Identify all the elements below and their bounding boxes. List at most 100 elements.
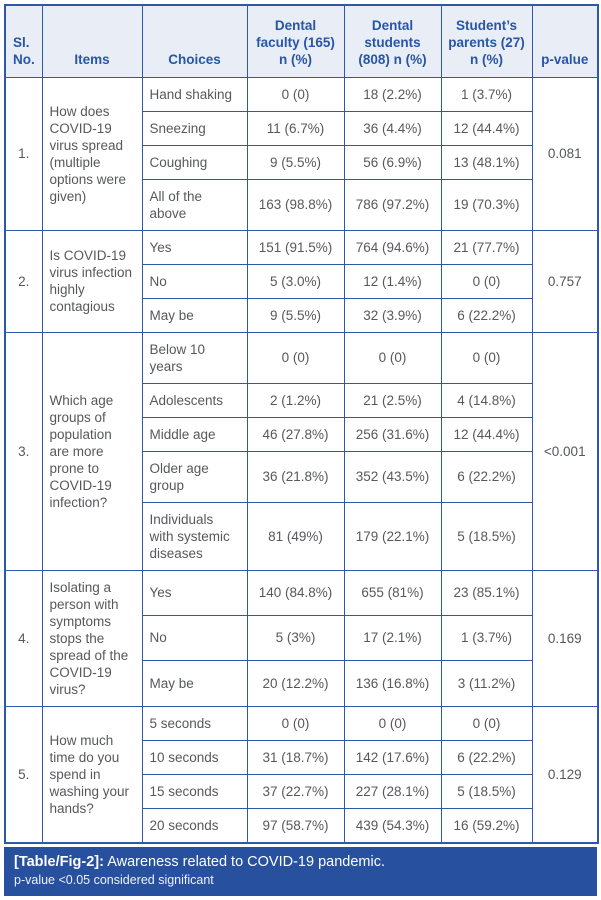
value-cell-students_parents: 5 (18.5%) — [440, 773, 533, 809]
value-cell-dental_students: 764 (94.6%) — [343, 229, 442, 265]
table-row: All of the above 163 (98.8%) 786 (97.2%) 19… — [5, 178, 598, 231]
choice-cell: Coughing — [141, 144, 248, 180]
value-cell-students_parents: 12 (44.4%) — [440, 416, 533, 452]
value-cell-dental_faculty: 163 (98.8%) — [246, 178, 345, 231]
value-cell-students_parents: 0 (0) — [440, 705, 533, 741]
value-cell-students_parents: 4 (14.8%) — [440, 382, 533, 418]
value-cell-dental_faculty: 20 (12.2%) — [246, 660, 345, 707]
sl-no-cell: 4. — [4, 569, 43, 707]
choice-cell: 20 seconds — [141, 807, 248, 843]
value-cell-students_parents: 21 (77.7%) — [440, 229, 533, 265]
value-cell-dental_faculty: 5 (3%) — [246, 614, 345, 662]
choice-cell: 5 seconds — [141, 705, 248, 741]
table-row: May be 9 (5.5%) 32 (3.9%) 6 (22.2%) — [5, 297, 598, 333]
value-cell-students_parents: 13 (48.1%) — [440, 144, 533, 180]
value-cell-dental_students: 36 (4.4%) — [343, 110, 442, 146]
value-cell-dental_students: 439 (54.3%) — [343, 807, 442, 843]
item-cell: Which age groups of population are more … — [41, 331, 143, 571]
value-cell-students_parents: 12 (44.4%) — [440, 110, 533, 146]
table-header: Sl. No. Items Choices Dental faculty (165) … — [4, 4, 599, 78]
value-cell-dental_students: 179 (22.1%) — [343, 501, 442, 571]
value-cell-dental_students: 0 (0) — [343, 331, 442, 384]
value-cell-dental_faculty: 140 (84.8%) — [246, 569, 345, 616]
item-cell: Is COVID-19 virus infection highly conta… — [41, 229, 143, 333]
choice-cell: 15 seconds — [141, 773, 248, 809]
p-value-cell: <0.001 — [531, 331, 599, 571]
choice-cell: All of the above — [141, 178, 248, 231]
table-row: Individuals with systemic diseases 81 (49… — [5, 501, 598, 571]
table-row: Adolescents 2 (1.2%) 21 (2.5%) 4 (14.8%) — [5, 382, 598, 418]
value-cell-students_parents: 1 (3.7%) — [440, 614, 533, 662]
value-cell-dental_students: 142 (17.6%) — [343, 739, 442, 775]
value-cell-students_parents: 6 (22.2%) — [440, 739, 533, 775]
value-cell-dental_faculty: 97 (58.7%) — [246, 807, 345, 843]
value-cell-dental_students: 18 (2.2%) — [343, 76, 442, 112]
table-row: 10 seconds 31 (18.7%) 142 (17.6%) 6 (22.2%) — [5, 739, 598, 775]
table-row: 15 seconds 37 (22.7%) 227 (28.1%) 5 (18.5%) — [5, 773, 598, 809]
table-caption-bar: [Table/Fig-2]: Awareness related to COVI… — [4, 846, 597, 896]
sl-no-cell: 3. — [4, 331, 43, 571]
value-cell-students_parents: 16 (59.2%) — [440, 807, 533, 843]
item-cell: How much time do you spend in washing yo… — [41, 705, 143, 843]
item-cell: Isolating a person with symptoms stops t… — [41, 569, 143, 707]
choice-cell: Older age group — [141, 450, 248, 503]
table-row: Older age group 36 (21.8%) 352 (43.5%) 6 (2… — [5, 450, 598, 503]
choice-cell: Individuals with systemic diseases — [141, 501, 248, 571]
value-cell-dental_students: 21 (2.5%) — [343, 382, 442, 418]
sl-no-cell: 5. — [4, 705, 43, 843]
sl-no-cell: 1. — [4, 76, 43, 231]
value-cell-dental_students: 227 (28.1%) — [343, 773, 442, 809]
table-row: Coughing 9 (5.5%) 56 (6.9%) 13 (48.1%) — [5, 144, 598, 180]
value-cell-dental_students: 17 (2.1%) — [343, 614, 442, 662]
value-cell-dental_faculty: 0 (0) — [246, 76, 345, 112]
value-cell-dental_students: 136 (16.8%) — [343, 660, 442, 707]
p-value-cell: 0.169 — [531, 569, 599, 707]
choice-cell: No — [141, 614, 248, 662]
value-cell-dental_students: 32 (3.9%) — [343, 297, 442, 333]
value-cell-dental_students: 352 (43.5%) — [343, 450, 442, 503]
column-header-sl_no: Sl. No. — [4, 4, 43, 78]
sl-no-cell: 2. — [4, 229, 43, 333]
value-cell-dental_faculty: 5 (3.0%) — [246, 263, 345, 299]
value-cell-dental_faculty: 9 (5.5%) — [246, 297, 345, 333]
choice-cell: 10 seconds — [141, 739, 248, 775]
value-cell-dental_faculty: 11 (6.7%) — [246, 110, 345, 146]
caption-tag: [Table/Fig-2]: — [14, 853, 104, 870]
table-row: 2. Is COVID-19 virus infection highly con… — [4, 229, 599, 333]
table-row: 1. How does COVID-19 virus spread (multip… — [4, 76, 599, 231]
column-header-choices: Choices — [141, 4, 248, 78]
p-value-cell: 0.129 — [531, 705, 599, 843]
choice-cell: May be — [141, 660, 248, 707]
column-header-p_value: p-value — [531, 4, 599, 78]
item-cell: How does COVID-19 virus spread (multiple… — [41, 76, 143, 231]
p-value-cell: 0.081 — [531, 76, 599, 231]
choice-cell: Yes — [141, 569, 248, 616]
value-cell-dental_faculty: 9 (5.5%) — [246, 144, 345, 180]
value-cell-dental_faculty: 31 (18.7%) — [246, 739, 345, 775]
value-cell-dental_students: 256 (31.6%) — [343, 416, 442, 452]
value-cell-dental_students: 56 (6.9%) — [343, 144, 442, 180]
value-cell-dental_faculty: 46 (27.8%) — [246, 416, 345, 452]
table-row: 20 seconds 97 (58.7%) 439 (54.3%) 16 (59.2%… — [5, 807, 598, 843]
value-cell-dental_students: 786 (97.2%) — [343, 178, 442, 231]
value-cell-dental_faculty: 37 (22.7%) — [246, 773, 345, 809]
table-row: Sneezing 11 (6.7%) 36 (4.4%) 12 (44.4%) — [5, 110, 598, 146]
value-cell-students_parents: 23 (85.1%) — [440, 569, 533, 616]
column-header-items: Items — [41, 4, 143, 78]
choice-cell: Hand shaking — [141, 76, 248, 112]
value-cell-students_parents: 0 (0) — [440, 263, 533, 299]
table-body: 1. How does COVID-19 virus spread (multip… — [4, 76, 599, 843]
value-cell-dental_students: 12 (1.4%) — [343, 263, 442, 299]
table-row: Middle age 46 (27.8%) 256 (31.6%) 12 (44.4%… — [5, 416, 598, 452]
awareness-table: Sl. No. Items Choices Dental faculty (165) … — [4, 4, 599, 844]
choice-cell: Below 10 years — [141, 331, 248, 384]
value-cell-students_parents: 3 (11.2%) — [440, 660, 533, 707]
column-header-students_parents: Student’s parents (27) n (%) — [440, 4, 533, 78]
table-row: 3. Which age groups of population are mor… — [4, 331, 599, 571]
value-cell-dental_faculty: 36 (21.8%) — [246, 450, 345, 503]
choice-cell: No — [141, 263, 248, 299]
value-cell-dental_students: 0 (0) — [343, 705, 442, 741]
choice-cell: Adolescents — [141, 382, 248, 418]
value-cell-students_parents: 6 (22.2%) — [440, 297, 533, 333]
